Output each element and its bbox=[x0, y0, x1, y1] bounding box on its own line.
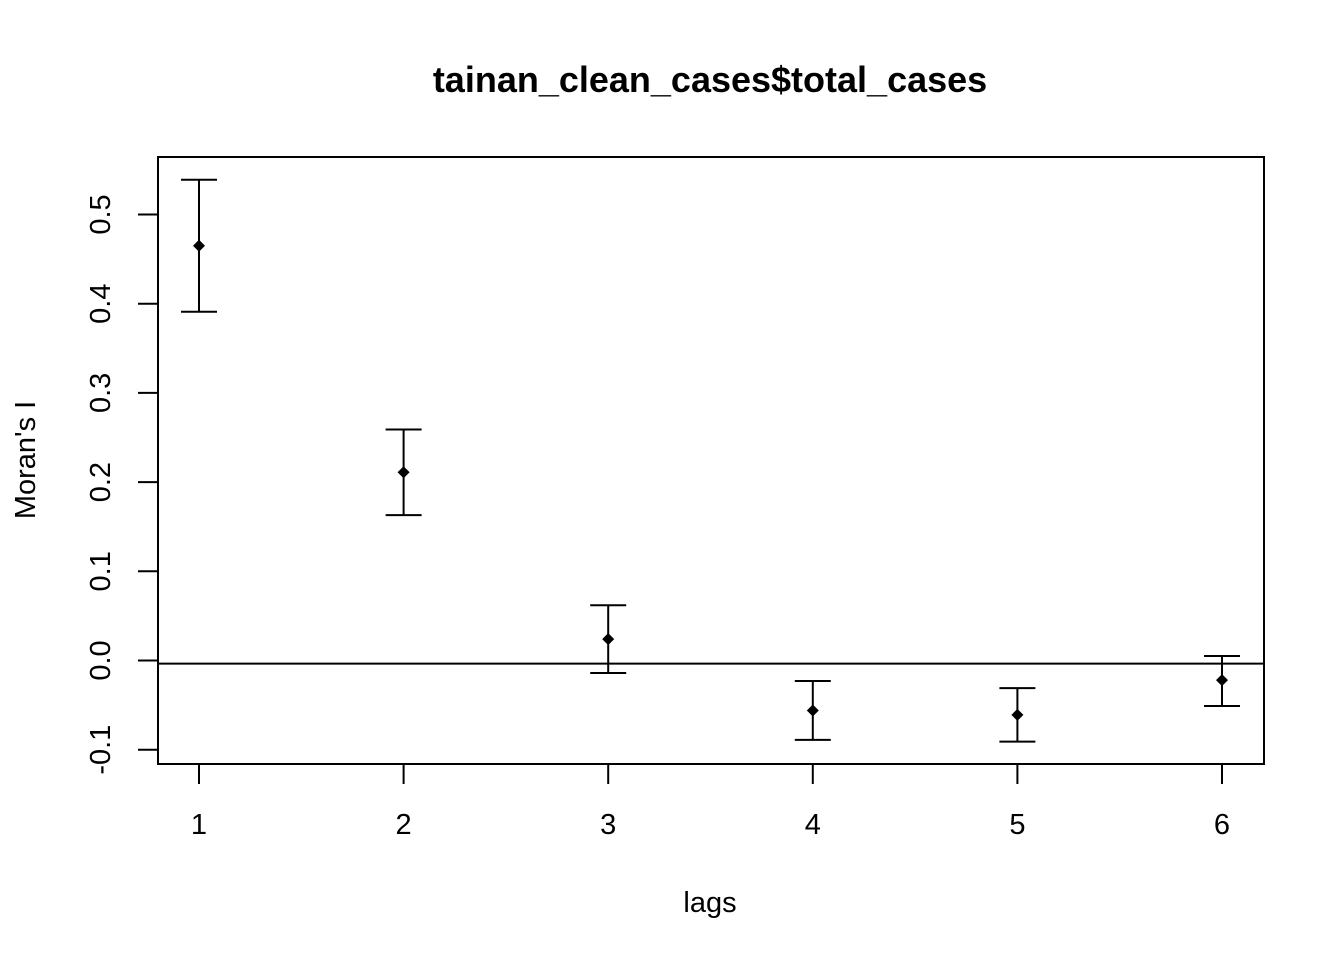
points-layer bbox=[181, 178, 1240, 743]
lag-6-estimate bbox=[1204, 655, 1240, 707]
y-tick-label-0.4: 0.4 bbox=[85, 284, 117, 324]
x-tick-label-5: 5 bbox=[1009, 809, 1025, 841]
y-tick-label--0.1: -0.1 bbox=[85, 725, 117, 775]
plot-frame bbox=[157, 156, 1265, 765]
x-tick-label-4: 4 bbox=[805, 809, 821, 841]
x-tick-label-3: 3 bbox=[600, 809, 616, 841]
y-tick-label-0.3: 0.3 bbox=[85, 373, 117, 413]
chart-title: tainan_clean_cases$total_cases bbox=[433, 59, 987, 100]
lag-2-estimate bbox=[385, 428, 422, 517]
point-marker-5 bbox=[1011, 708, 1024, 721]
point-marker-2 bbox=[397, 466, 410, 479]
x-tick-label-6: 6 bbox=[1214, 809, 1230, 841]
x-tick-label-2: 2 bbox=[396, 809, 412, 841]
x-axis-label: lags bbox=[683, 887, 736, 919]
x-tick-label-1: 1 bbox=[191, 809, 207, 841]
lag-3-estimate bbox=[590, 604, 627, 674]
lag-1-estimate bbox=[181, 178, 217, 313]
y-axis: -0.1 0.0 0.1 0.2 0.3 0.4 0.5 bbox=[85, 194, 159, 775]
y-tick-label-0.1: 0.1 bbox=[85, 551, 117, 591]
point-marker-3 bbox=[602, 633, 615, 646]
y-tick-label-0.2: 0.2 bbox=[85, 462, 117, 502]
y-axis-label: Moran's I bbox=[10, 401, 42, 519]
lag-4-estimate bbox=[794, 680, 831, 741]
point-marker-6 bbox=[1216, 674, 1228, 687]
point-marker-1 bbox=[193, 239, 205, 252]
x-axis: 1 2 3 4 5 6 bbox=[191, 764, 1230, 841]
y-tick-label-0.0: 0.0 bbox=[85, 640, 117, 680]
y-tick-label-0.5: 0.5 bbox=[85, 194, 117, 234]
point-marker-4 bbox=[806, 704, 819, 717]
lag-5-estimate bbox=[999, 687, 1036, 743]
